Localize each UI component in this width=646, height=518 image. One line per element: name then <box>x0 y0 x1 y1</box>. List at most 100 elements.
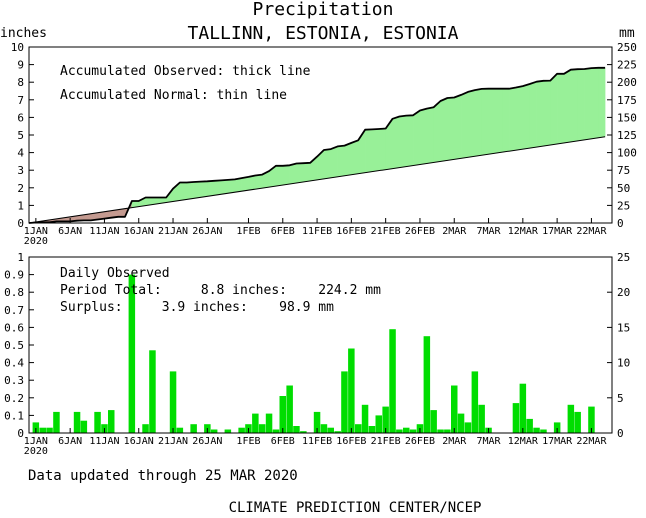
surplus-area <box>502 88 510 153</box>
surplus-area <box>399 115 407 168</box>
accum-x-tick-label: 26FEB <box>405 226 435 237</box>
accum-x-tick-label: 21FEB <box>371 226 401 237</box>
daily-x-tick-label: 21FEB <box>371 436 401 447</box>
surplus-area <box>426 106 434 164</box>
daily-bar <box>588 406 595 433</box>
daily-right-tick-label: 0 <box>617 427 624 440</box>
daily-x-tick-label: 11JAN <box>89 436 119 447</box>
daily-bar <box>32 422 40 433</box>
daily-bar <box>94 411 101 433</box>
daily-bar <box>361 404 369 433</box>
surplus-area <box>563 69 572 144</box>
accum-left-tick-label: 10 <box>11 41 24 54</box>
daily-bar <box>567 404 575 433</box>
surplus-area <box>207 180 215 197</box>
accum-left-tick-label: 9 <box>17 59 24 72</box>
surplus-area <box>378 128 386 171</box>
daily-x-tick-label: 11FEB <box>302 436 332 447</box>
surplus-area <box>460 91 469 159</box>
accum-right-tick-label: 250 <box>617 41 637 54</box>
accum-right-tick-label: 100 <box>617 147 637 160</box>
surplus-area <box>584 67 592 141</box>
daily-bar <box>464 422 472 433</box>
daily-x-tick-label: 1JAN <box>24 436 48 447</box>
daily-year-label: 2020 <box>24 446 48 457</box>
surplus-area <box>282 165 290 186</box>
accum-x-tick-label: 2MAR <box>442 226 467 237</box>
surplus-area <box>515 85 524 151</box>
daily-bar <box>279 396 286 433</box>
period-total-text: Period Total: 8.8 inches: 224.2 mm <box>60 283 381 298</box>
daily-bar <box>409 429 417 433</box>
daily-bar <box>375 415 382 433</box>
accumulated-normal-line <box>28 136 606 224</box>
daily-right-tick-label: 25 <box>617 251 630 264</box>
daily-bar <box>355 424 362 433</box>
accum-x-tick-label: 17MAR <box>542 226 573 237</box>
daily-bar <box>519 383 527 433</box>
accum-x-tick-label: 12MAR <box>508 226 539 237</box>
daily-bar <box>478 404 485 433</box>
surplus-area <box>453 94 462 160</box>
daily-x-tick-label: 26FEB <box>405 436 435 447</box>
surplus-area <box>529 81 537 149</box>
daily-bar <box>457 413 465 433</box>
daily-bar <box>327 427 334 433</box>
daily-bar <box>169 371 177 433</box>
accum-left-tick-label: 6 <box>17 111 24 124</box>
daily-x-tick-label: 1FEB <box>236 436 260 447</box>
daily-bar <box>108 410 115 433</box>
daily-bar <box>39 427 46 433</box>
surplus-area <box>591 67 599 140</box>
surplus-area <box>213 180 222 196</box>
surplus-area <box>296 162 304 184</box>
daily-bar <box>526 418 533 433</box>
surplus-area <box>303 162 311 183</box>
surplus-area <box>508 87 517 152</box>
accum-left-tick-label: 5 <box>17 129 24 142</box>
daily-bar <box>553 422 561 433</box>
daily-bar <box>437 429 444 433</box>
accum-right-tick-label: 25 <box>617 199 630 212</box>
accum-right-tick-label: 50 <box>617 182 630 195</box>
surplus-area <box>543 80 551 147</box>
accum-x-tick-label: 1FEB <box>236 226 260 237</box>
surplus-area <box>234 177 242 193</box>
surplus-area <box>289 163 297 185</box>
daily-bar <box>176 427 184 433</box>
daily-x-tick-label: 6FEB <box>271 436 295 447</box>
daily-bar <box>348 348 355 433</box>
surplus-area <box>392 116 400 169</box>
surplus-area <box>598 67 606 139</box>
daily-panel: 00.10.20.30.40.50.60.70.80.9105101520251… <box>4 251 630 457</box>
accum-right-tick-label: 125 <box>617 129 637 142</box>
daily-bar <box>149 350 156 433</box>
surplus-area <box>179 182 188 201</box>
surplus-area <box>405 115 414 167</box>
daily-left-tick-label: 0.4 <box>4 357 24 370</box>
surplus-area <box>433 100 441 163</box>
daily-left-tick-label: 1 <box>17 251 24 264</box>
source-text: CLIMATE PREDICTION CENTER/NCEP <box>229 500 482 516</box>
daily-right-tick-label: 20 <box>617 286 630 299</box>
daily-bar <box>313 411 321 433</box>
surplus-text: Surplus: 3.9 inches: 98.9 mm <box>60 300 334 315</box>
surplus-area <box>447 97 455 161</box>
daily-bar <box>238 427 245 433</box>
daily-bar <box>512 403 520 433</box>
accum-x-tick-label: 7MAR <box>476 226 501 237</box>
left-unit-label: inches <box>0 26 47 41</box>
daily-left-tick-label: 0.5 <box>4 339 24 352</box>
daily-bar <box>80 420 88 433</box>
daily-bar <box>389 329 396 433</box>
daily-bar <box>272 429 280 433</box>
surplus-area <box>371 128 380 172</box>
daily-right-tick-label: 15 <box>617 321 630 334</box>
surplus-area <box>337 145 345 178</box>
accum-x-tick-label: 11JAN <box>89 226 119 237</box>
accum-left-tick-label: 8 <box>17 76 24 89</box>
daily-bar <box>210 429 218 433</box>
daily-x-tick-label: 26JAN <box>192 436 222 447</box>
accum-left-tick-label: 2 <box>17 182 24 195</box>
